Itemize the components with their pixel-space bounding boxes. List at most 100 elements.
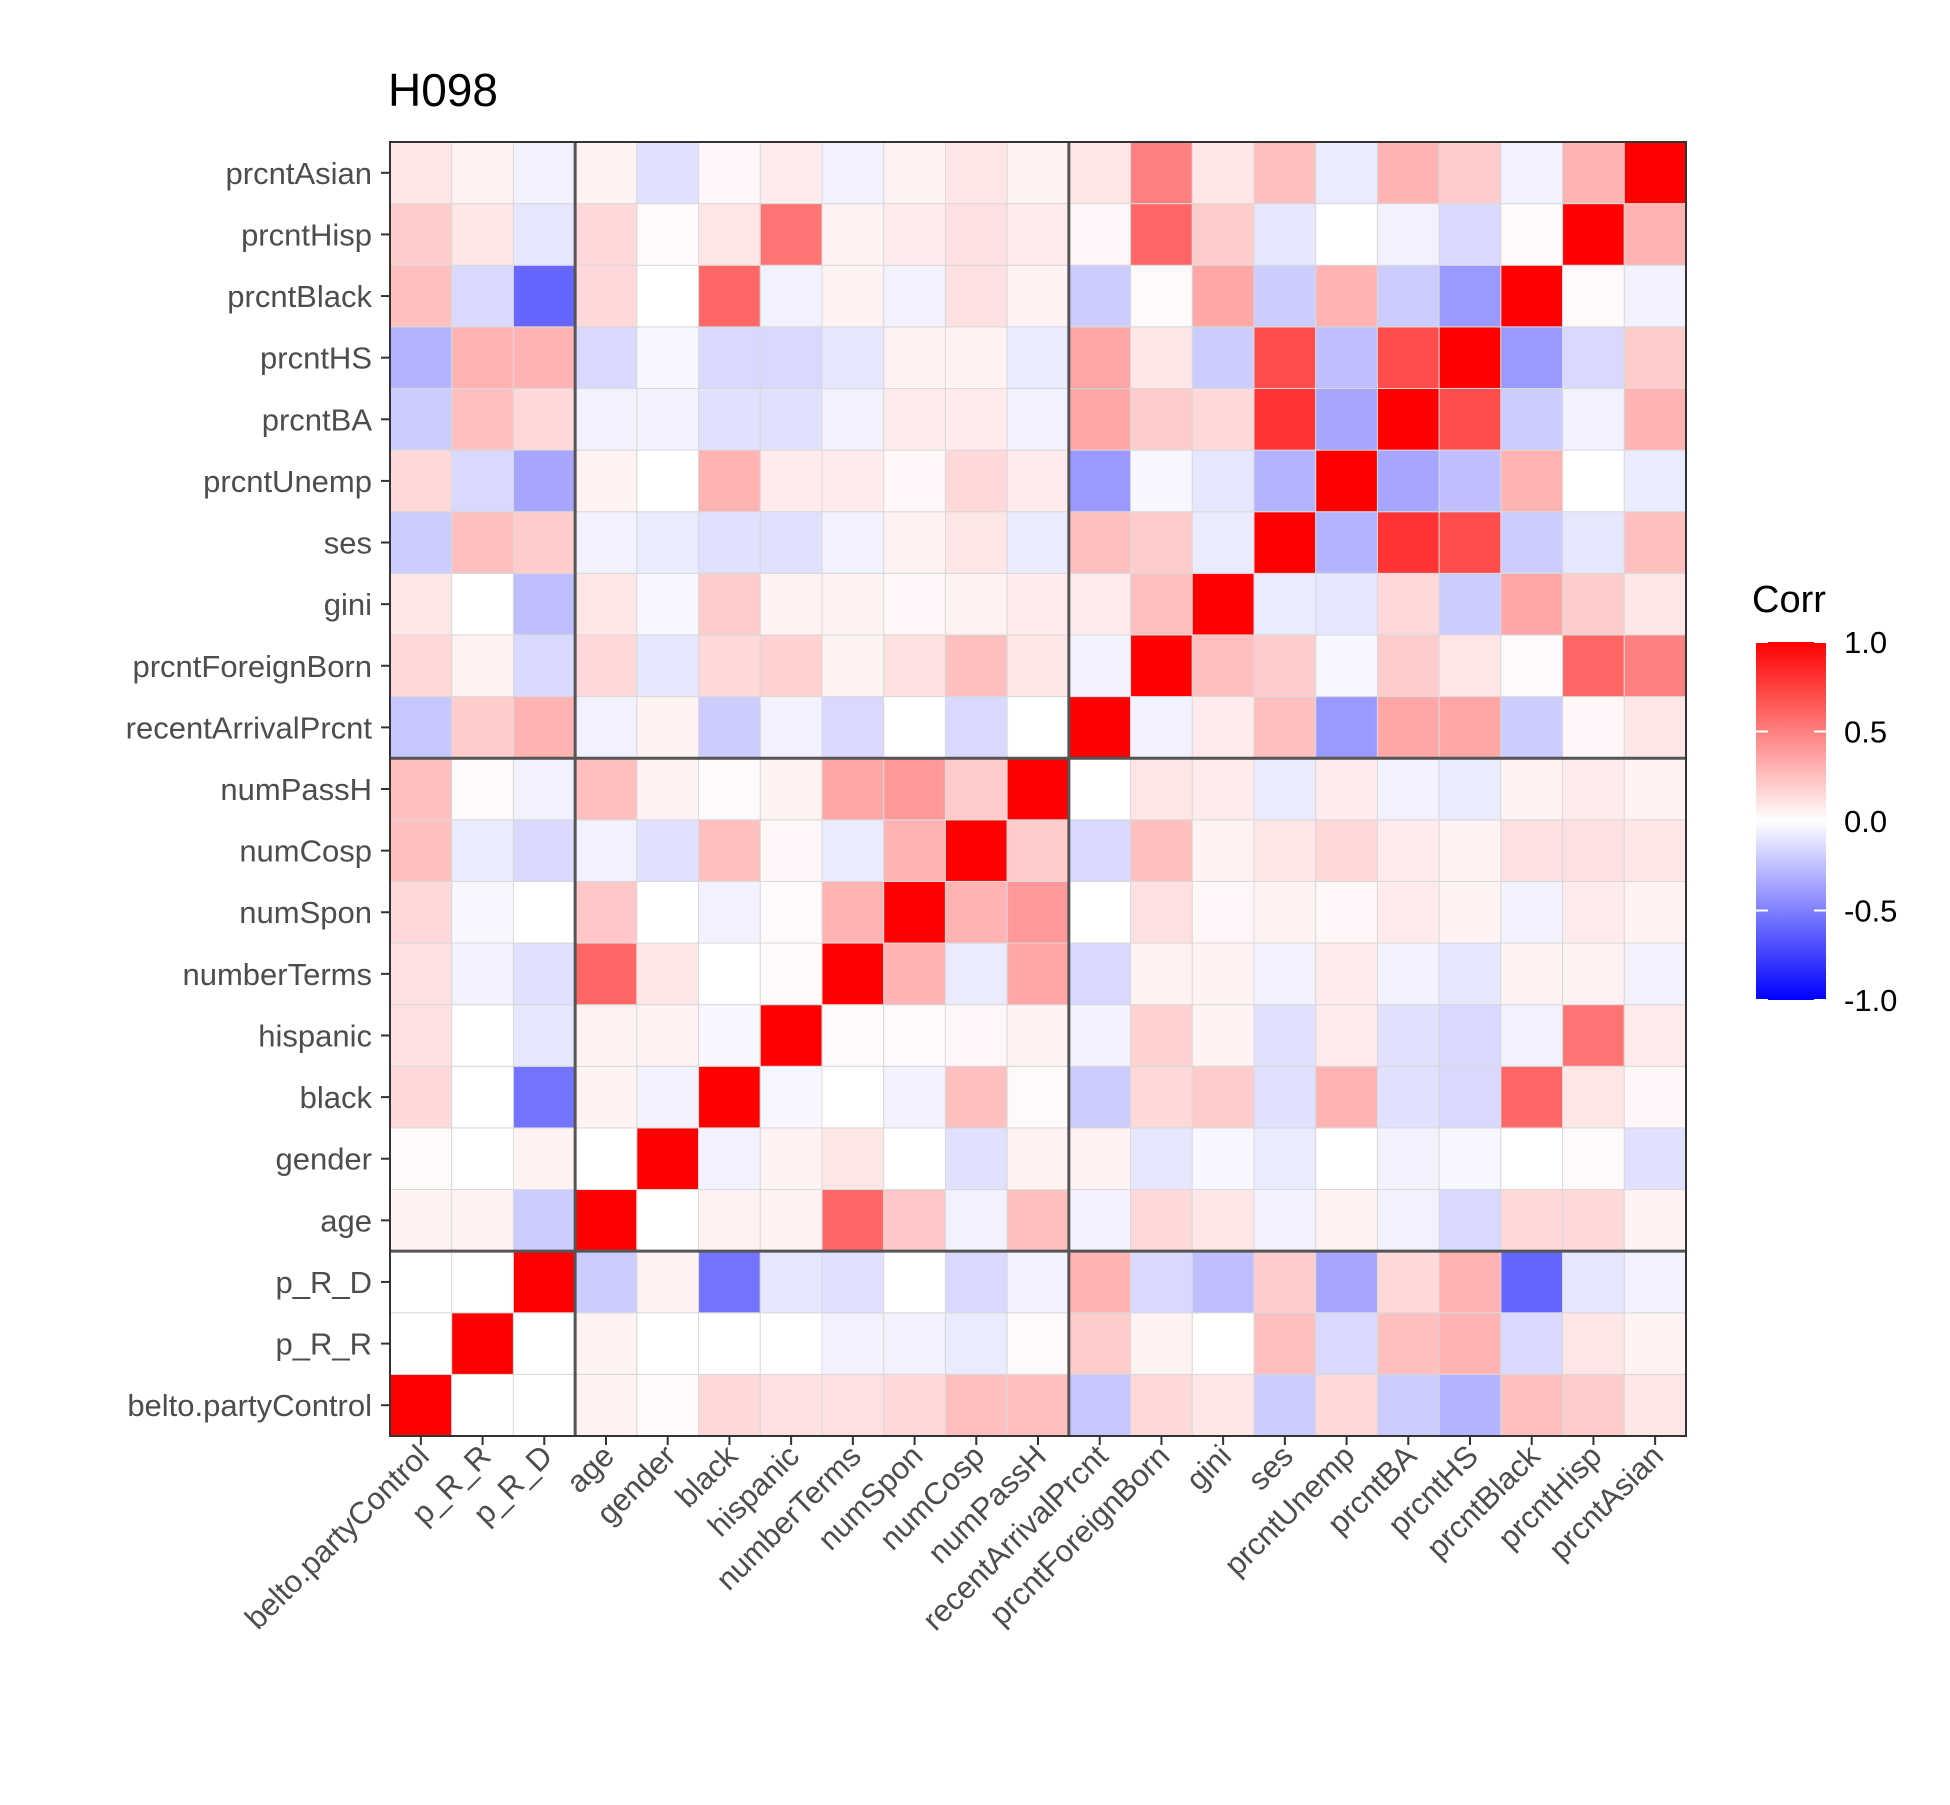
heatmap-cell: [1500, 264, 1564, 328]
y-tick-label: prcntBlack: [227, 279, 372, 314]
heatmap-cell: [1623, 326, 1687, 389]
heatmap-cell: [1068, 264, 1132, 328]
heatmap-cell: [1191, 819, 1255, 882]
heatmap-cell: [1315, 326, 1378, 389]
heatmap-cell: [1623, 1373, 1687, 1437]
heatmap-cell: [1623, 141, 1687, 205]
heatmap-cell: [1315, 1004, 1378, 1067]
heatmap-cell: [451, 880, 514, 944]
heatmap-cell: [389, 634, 453, 698]
heatmap-cell: [698, 511, 761, 574]
y-tick-label: numSpon: [239, 895, 372, 930]
heatmap-cell: [636, 1127, 700, 1191]
heatmap-cell: [883, 1189, 946, 1252]
y-tick-label: prcntForeignBorn: [132, 649, 372, 684]
heatmap-cell: [1562, 819, 1625, 882]
heatmap-cell: [883, 1250, 946, 1314]
heatmap-cell: [698, 1004, 761, 1067]
heatmap-cell: [636, 326, 700, 389]
heatmap-cell: [1562, 1250, 1625, 1314]
heatmap-cell: [1623, 942, 1687, 1006]
heatmap-cell: [944, 449, 1008, 513]
heatmap-cell: [1191, 511, 1255, 574]
heatmap-cell: [1315, 819, 1378, 882]
heatmap-cell: [883, 942, 946, 1006]
heatmap-cell: [1068, 511, 1132, 574]
heatmap-cell: [1191, 572, 1255, 636]
heatmap-cell: [1130, 757, 1193, 821]
heatmap-cell: [1191, 1127, 1255, 1191]
heatmap-cell: [389, 511, 453, 574]
heatmap-cell: [1438, 326, 1502, 389]
heatmap-cell: [944, 572, 1008, 636]
heatmap-cell: [944, 942, 1008, 1006]
heatmap-cell: [1130, 1312, 1193, 1375]
heatmap-cell: [1376, 1373, 1440, 1437]
heatmap-cell: [636, 511, 700, 574]
heatmap-cell: [1130, 634, 1193, 698]
heatmap-cell: [451, 634, 514, 698]
heatmap-cell: [1500, 1189, 1564, 1252]
heatmap-cell: [821, 1004, 885, 1067]
heatmap-cell: [821, 880, 885, 944]
heatmap-cell: [1500, 1127, 1564, 1191]
heatmap-cell: [451, 1250, 514, 1314]
heatmap-cell: [389, 757, 453, 821]
heatmap-cell: [512, 696, 576, 759]
heatmap-cell: [1562, 449, 1625, 513]
heatmap-cell: [1623, 449, 1687, 513]
heatmap-cell: [698, 1373, 761, 1437]
heatmap-cell: [512, 1250, 576, 1314]
heatmap-cell: [389, 387, 453, 451]
heatmap-cell: [451, 1065, 514, 1129]
heatmap-cell: [1068, 819, 1132, 882]
heatmap-cell: [821, 387, 885, 451]
heatmap-cell: [1376, 942, 1440, 1006]
heatmap-cell: [1006, 264, 1070, 328]
heatmap-cell: [1191, 880, 1255, 944]
heatmap-cell: [944, 880, 1008, 944]
heatmap-cell: [1500, 511, 1564, 574]
heatmap-cell: [1315, 1127, 1378, 1191]
heatmap-cell: [1006, 511, 1070, 574]
heatmap-cell: [1006, 1312, 1070, 1375]
heatmap-cell: [1253, 880, 1317, 944]
heatmap-cell: [759, 449, 823, 513]
heatmap-cell: [389, 449, 453, 513]
chart-title: H098: [388, 64, 498, 116]
heatmap-cell: [944, 326, 1008, 389]
heatmap-cell: [1006, 1250, 1070, 1314]
heatmap-cell: [574, 1250, 638, 1314]
heatmap-cell: [1253, 449, 1317, 513]
heatmap-cell: [944, 203, 1008, 266]
heatmap-cell: [451, 141, 514, 205]
heatmap-cell: [1500, 572, 1564, 636]
heatmap-cell: [759, 1189, 823, 1252]
heatmap-cell: [1376, 511, 1440, 574]
heatmap-cell: [1006, 757, 1070, 821]
heatmap-cell: [821, 1127, 885, 1191]
heatmap-cell: [944, 1004, 1008, 1067]
heatmap-cell: [451, 942, 514, 1006]
heatmap-cell: [821, 1250, 885, 1314]
heatmap-cell: [883, 696, 946, 759]
y-tick-label: prcntAsian: [226, 156, 372, 191]
heatmap-cell: [821, 326, 885, 389]
legend-tick-label: 0.0: [1844, 804, 1887, 839]
heatmap-cell: [944, 387, 1008, 451]
heatmap-cell: [1623, 1127, 1687, 1191]
heatmap-cell: [1006, 696, 1070, 759]
heatmap-cell: [1191, 1065, 1255, 1129]
heatmap-cell: [1191, 1312, 1255, 1375]
heatmap-cell: [944, 1312, 1008, 1375]
heatmap-cell: [636, 1312, 700, 1375]
heatmap-cell: [1438, 1189, 1502, 1252]
heatmap-cell: [636, 696, 700, 759]
heatmap-cell: [944, 1373, 1008, 1437]
heatmap-cell: [883, 203, 946, 266]
heatmap-cell: [574, 264, 638, 328]
y-tick-label: prcntBA: [262, 402, 373, 437]
heatmap-cell: [636, 387, 700, 451]
heatmap-cells: [389, 141, 1687, 1437]
